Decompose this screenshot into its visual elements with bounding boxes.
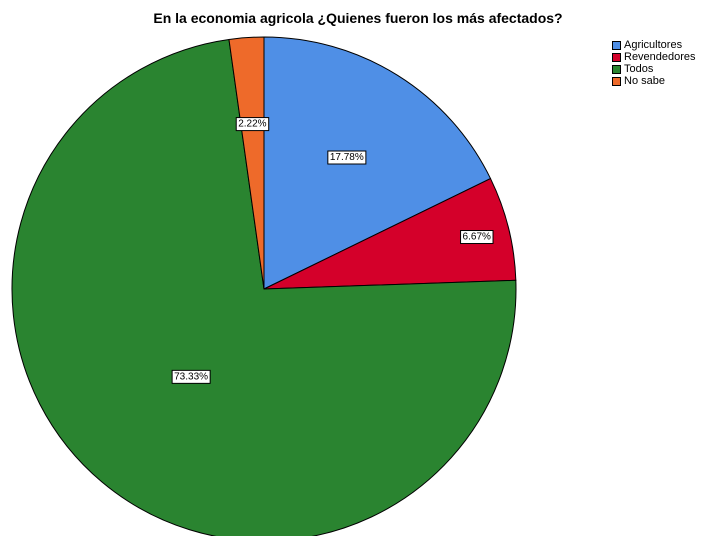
- legend-item-no-sabe: No sabe: [612, 75, 696, 87]
- legend-item-todos: Todos: [612, 63, 696, 75]
- legend-label: Todos: [624, 63, 654, 75]
- legend: Agricultores Revendedores Todos No sabe: [612, 39, 696, 87]
- legend-swatch: [612, 52, 621, 62]
- legend-swatch: [612, 64, 621, 74]
- legend-swatch: [612, 40, 621, 50]
- data-label: 2.22%: [235, 117, 270, 132]
- legend-item-agricultores: Agricultores: [612, 39, 696, 51]
- data-label-box: [235, 117, 270, 132]
- legend-label: Revendedores: [624, 51, 696, 63]
- pie-slice-agricultores: [263, 36, 492, 290]
- data-label-box: [327, 150, 367, 165]
- data-label-text: 6.67%: [463, 232, 491, 243]
- data-label-box: [171, 369, 211, 384]
- pie-slice-todos: [11, 38, 517, 536]
- data-label: 6.67%: [460, 230, 494, 245]
- legend-label: Agricultores: [624, 39, 683, 51]
- pie-slices: [11, 36, 517, 536]
- data-label-text: 2.22%: [238, 119, 266, 130]
- pie-data-labels: 17.78% 6.67% 73.33% 2.22%: [171, 117, 494, 384]
- data-label: 73.33%: [171, 369, 211, 384]
- pie-slice-no-sabe: [228, 36, 265, 290]
- legend-item-revendedores: Revendedores: [612, 51, 696, 63]
- data-label: 17.78%: [327, 150, 367, 165]
- data-label-box: [460, 230, 494, 245]
- data-label-text: 73.33%: [174, 371, 208, 382]
- legend-swatch: [612, 76, 621, 86]
- data-label-text: 17.78%: [330, 152, 364, 163]
- legend-label: No sabe: [624, 75, 665, 87]
- chart-title: En la economia agricola ¿Quienes fueron …: [153, 10, 563, 26]
